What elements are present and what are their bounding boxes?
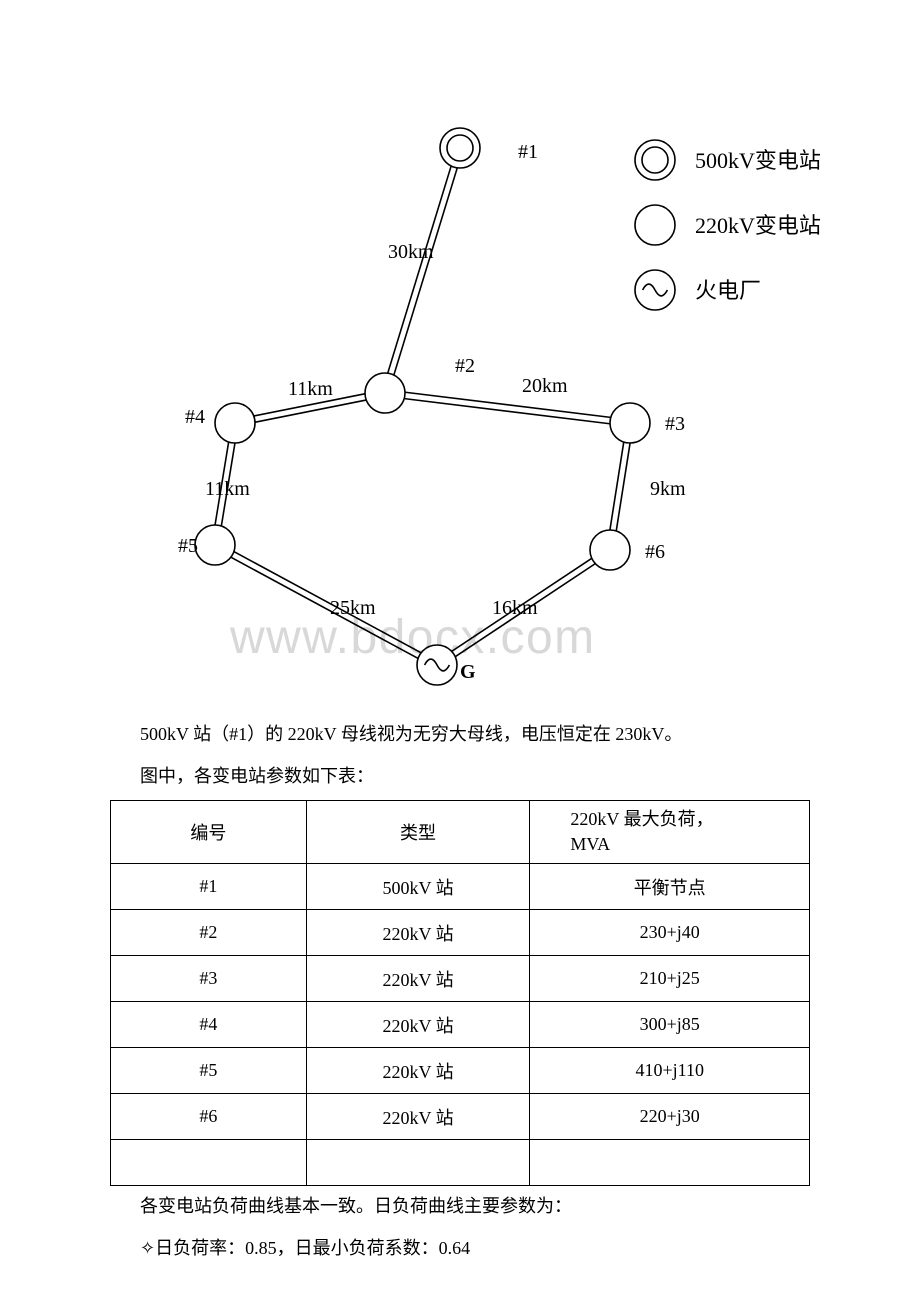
node-label: G — [460, 661, 476, 683]
edge-label: 16km — [492, 597, 538, 619]
table-cell: #1 — [111, 864, 307, 910]
edge — [610, 442, 630, 530]
edge-label: 20km — [522, 375, 568, 397]
paragraph-load-params: ✧日负荷率：0.85，日最小负荷系数：0.64 — [140, 1232, 470, 1264]
legend-item — [635, 270, 675, 310]
edge-label: 25km — [330, 597, 376, 619]
legend-label: 火电厂 — [695, 278, 761, 303]
legend-label: 500kV变电站 — [695, 148, 821, 173]
node-n2 — [365, 373, 405, 413]
table-cell: 410+j110 — [530, 1048, 810, 1094]
node-label: #4 — [185, 406, 205, 428]
node-n6 — [590, 530, 630, 570]
node-label: #6 — [645, 541, 665, 563]
table-cell: 230+j40 — [530, 910, 810, 956]
paragraph-infinite-bus: 500kV 站（#1）的 220kV 母线视为无穷大母线，电压恒定在 230kV… — [140, 718, 682, 750]
paragraph-table-intro: 图中，各变电站参数如下表： — [140, 760, 374, 792]
edge — [388, 166, 457, 375]
table-cell: 220kV 站 — [306, 1094, 530, 1140]
legend-label: 220kV变电站 — [695, 213, 821, 238]
table-row: #5220kV 站410+j110 — [111, 1048, 810, 1094]
legend-item — [635, 205, 675, 245]
table-cell: 220kV 站 — [306, 1002, 530, 1048]
edge — [231, 552, 421, 659]
node-ng — [417, 645, 457, 685]
table-cell: 500kV 站 — [306, 864, 530, 910]
table-row: #6220kV 站220+j30 — [111, 1094, 810, 1140]
node-label: #2 — [455, 355, 475, 377]
table-cell: 220kV 站 — [306, 910, 530, 956]
node-n1 — [440, 128, 480, 168]
table-cell — [530, 1140, 810, 1186]
table-cell: 220+j30 — [530, 1094, 810, 1140]
table-cell: #5 — [111, 1048, 307, 1094]
table-cell: 210+j25 — [530, 956, 810, 1002]
station-parameters-table: 编号类型220kV 最大负荷，MVA#1500kV 站平衡节点#2220kV 站… — [110, 800, 810, 1186]
edge-label: 11km — [288, 378, 333, 400]
table-row: #3220kV 站210+j25 — [111, 956, 810, 1002]
table-cell: 220kV 站 — [306, 1048, 530, 1094]
node-n4 — [215, 403, 255, 443]
table-row — [111, 1140, 810, 1186]
edge-label: 11km — [205, 478, 250, 500]
table-header: 类型 — [306, 801, 530, 864]
table-row: #1500kV 站平衡节点 — [111, 864, 810, 910]
edge-label: 30km — [388, 241, 434, 263]
edge — [404, 392, 610, 423]
node-label: #3 — [665, 413, 685, 435]
network-diagram: 30km 20km 11km 11km 9km 25km 16km #1 #2 #3 #4 #5 #6 G… — [0, 90, 920, 700]
node-n3 — [610, 403, 650, 443]
table-cell: #4 — [111, 1002, 307, 1048]
table-cell — [111, 1140, 307, 1186]
table-cell — [306, 1140, 530, 1186]
node-label: #1 — [518, 141, 538, 163]
table-cell: #2 — [111, 910, 307, 956]
table-cell: 220kV 站 — [306, 956, 530, 1002]
node-n5 — [195, 525, 235, 565]
legend-item — [635, 140, 675, 180]
table-cell: 平衡节点 — [530, 864, 810, 910]
table-cell: 300+j85 — [530, 1002, 810, 1048]
node-label: #5 — [178, 535, 198, 557]
paragraph-load-curve: 各变电站负荷曲线基本一致。日负荷曲线主要参数为： — [140, 1190, 572, 1222]
table-cell: #6 — [111, 1094, 307, 1140]
table-row: #2220kV 站230+j40 — [111, 910, 810, 956]
table-header: 编号 — [111, 801, 307, 864]
table-header: 220kV 最大负荷，MVA — [530, 801, 810, 864]
table-row: #4220kV 站300+j85 — [111, 1002, 810, 1048]
table-cell: #3 — [111, 956, 307, 1002]
edge-label: 9km — [650, 478, 686, 500]
